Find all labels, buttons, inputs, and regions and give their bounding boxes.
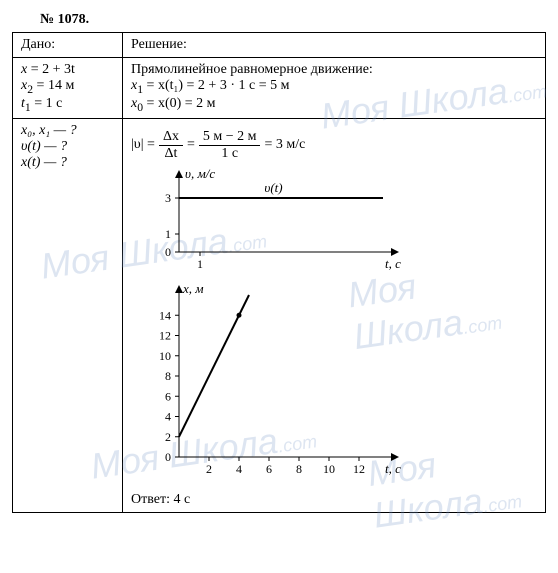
svg-text:10: 10	[159, 348, 171, 362]
svg-text:2: 2	[165, 429, 171, 443]
header-solution: Решение:	[123, 33, 546, 58]
solution-table: Дано: Решение: x = 2 + 3t x2 = 14 м t1 =…	[12, 32, 546, 513]
svg-text:υ, м/с: υ, м/с	[185, 166, 215, 181]
solution-text-cell: Прямолинейное равномерное движение: x1 =…	[123, 58, 546, 119]
svg-text:8: 8	[296, 462, 302, 476]
svg-text:12: 12	[159, 328, 171, 342]
problem-number: № 1078.	[12, 12, 546, 28]
svg-text:4: 4	[165, 409, 171, 423]
svg-text:1: 1	[165, 227, 171, 241]
svg-text:12: 12	[353, 462, 365, 476]
svg-text:t, с: t, с	[385, 256, 401, 271]
svg-text:t, с: t, с	[385, 461, 401, 476]
svg-text:8: 8	[165, 369, 171, 383]
velocity-formula: |υ| = Δx Δt = 5 м − 2 м 1 с = 3 м/с	[131, 129, 537, 162]
svg-text:6: 6	[266, 462, 272, 476]
svg-text:υ(t): υ(t)	[264, 180, 282, 195]
svg-text:0: 0	[165, 245, 171, 259]
position-chart: x, м t, с 0 2 4 6 8 10 12 14 2 4 6 8 10 12	[141, 281, 537, 486]
find-cell: x₀, x₁ — ? υ(t) — ? x(t) — ?	[13, 118, 123, 512]
given-cell: x = 2 + 3t x2 = 14 м t1 = 1 с	[13, 58, 123, 119]
motion-type: Прямолинейное равномерное движение:	[131, 62, 537, 78]
svg-text:0: 0	[165, 450, 171, 464]
svg-text:3: 3	[165, 191, 171, 205]
header-given: Дано:	[13, 33, 123, 58]
solution-work-cell: |υ| = Δx Δt = 5 м − 2 м 1 с = 3 м/с υ, м…	[123, 118, 546, 512]
svg-text:1: 1	[197, 257, 203, 271]
svg-text:4: 4	[236, 462, 242, 476]
svg-text:10: 10	[323, 462, 335, 476]
velocity-chart: υ, м/с t, с 0 1 3 1 υ(t)	[141, 166, 537, 281]
svg-text:6: 6	[165, 389, 171, 403]
answer: Ответ: 4 с	[131, 486, 537, 508]
svg-text:14: 14	[159, 308, 171, 322]
svg-text:2: 2	[206, 462, 212, 476]
svg-text:x, м: x, м	[182, 281, 204, 296]
